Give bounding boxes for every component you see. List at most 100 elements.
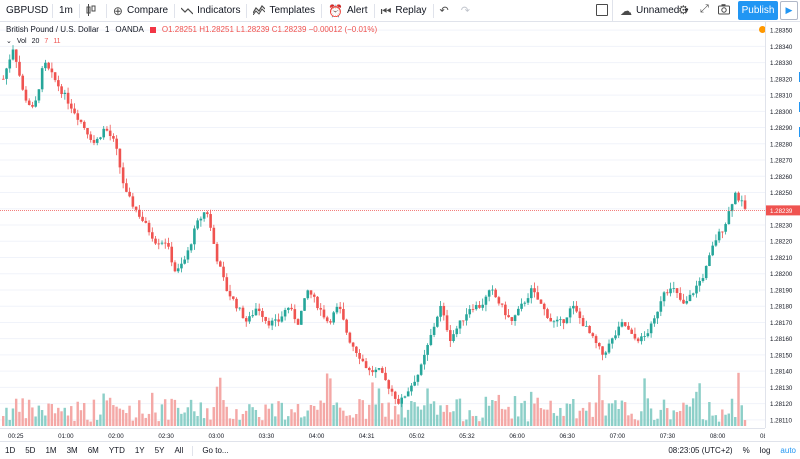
volume-bar: [235, 409, 238, 426]
volume-bar: [387, 402, 390, 426]
candle-body: [280, 316, 284, 322]
candle-body: [176, 268, 180, 272]
candle-body: [199, 218, 203, 221]
goto-button[interactable]: Go to...: [202, 446, 229, 455]
redo-button[interactable]: ↷: [455, 0, 476, 21]
indicators-icon: [180, 5, 194, 17]
candle-body: [358, 353, 361, 359]
replay-button[interactable]: ⏮ Replay: [375, 0, 433, 21]
volume-legend: ⌄ Vol 20 7 11: [6, 37, 61, 46]
time-axis[interactable]: 00:25 01:00 02:00 02:30 03:00 03:30 04:00 04:31…: [0, 428, 773, 441]
volume-bar: [717, 421, 721, 426]
gear-icon[interactable]: ⚙: [678, 3, 689, 17]
candle-body: [374, 369, 378, 373]
templates-button[interactable]: Templates: [247, 0, 321, 21]
candle-body: [591, 333, 595, 337]
percent-toggle[interactable]: %: [742, 446, 750, 455]
range-1m[interactable]: 1M: [45, 446, 57, 455]
auto-toggle[interactable]: auto: [780, 446, 796, 455]
candle-body: [620, 322, 624, 327]
divider: [246, 3, 248, 18]
last-price-label: 1.28239: [770, 208, 793, 215]
volume-bar: [377, 388, 381, 426]
range-all[interactable]: All: [174, 446, 184, 455]
volume-bar: [662, 399, 666, 426]
volume-bar: [264, 404, 267, 426]
candle-body: [37, 89, 41, 101]
price-tick-label: 1.28270: [770, 158, 793, 165]
play-icon[interactable]: ▶: [780, 1, 798, 20]
volume-bar: [656, 418, 659, 426]
candle-body: [646, 333, 650, 337]
range-5d[interactable]: 5D: [25, 446, 36, 455]
volume-bar: [701, 419, 705, 426]
candle-body: [458, 320, 462, 329]
last-price-tag: [766, 205, 800, 216]
volume-bar: [704, 420, 708, 426]
volume-bar: [63, 407, 66, 426]
price-tick-label: 1.28140: [770, 369, 793, 376]
notification-dot-icon[interactable]: [759, 26, 766, 33]
candle-body: [575, 305, 578, 312]
candle-body: [630, 329, 633, 334]
candle-body: [423, 354, 426, 365]
volume-bar: [50, 404, 54, 426]
volume-bar: [151, 392, 154, 426]
price-tick-label: 1.28280: [770, 141, 793, 148]
chart-style-button[interactable]: [80, 0, 106, 21]
candle-body: [578, 311, 582, 319]
volume-bar: [355, 413, 358, 426]
range-ytd[interactable]: YTD: [108, 446, 125, 455]
volume-bar: [610, 403, 614, 426]
price-axis[interactable]: 1.28350 1.28340 1.28330 1.28320 1.28310 1.283…: [765, 22, 800, 428]
candle-body: [474, 305, 478, 310]
volume-bar: [500, 408, 504, 426]
candle-body: [730, 204, 734, 212]
candle-body: [698, 280, 702, 286]
price-tick-label: 1.28220: [770, 239, 793, 246]
candle-body: [47, 62, 50, 69]
interval-button[interactable]: 1m: [53, 0, 79, 21]
expand-icon[interactable]: ⤢: [700, 3, 709, 15]
publish-button[interactable]: Publish: [738, 1, 778, 20]
volume-bar: [121, 409, 125, 426]
templates-label: Templates: [269, 5, 316, 16]
log-toggle[interactable]: log: [759, 446, 771, 455]
collapse-chevron-icon[interactable]: ⌄: [6, 38, 12, 45]
layout-name-button[interactable]: ☁ Unnamed ▾: [614, 0, 694, 21]
range-1y[interactable]: 1Y: [134, 446, 145, 455]
compare-button[interactable]: ⊕ Compare: [107, 0, 174, 21]
candle-body: [465, 314, 468, 321]
candle-body: [504, 304, 507, 316]
volume-bar: [293, 412, 296, 426]
volume-bar: [306, 410, 309, 426]
symbol-search[interactable]: GBPUSD: [0, 0, 52, 21]
volume-bar: [484, 396, 488, 426]
camera-icon[interactable]: [718, 3, 730, 15]
volume-bar: [322, 402, 326, 426]
range-3m[interactable]: 3M: [66, 446, 78, 455]
candle-body: [118, 148, 122, 168]
symbol-title: British Pound / U.S. Dollar: [6, 25, 99, 34]
range-1d[interactable]: 1D: [5, 446, 16, 455]
candle-body: [141, 216, 144, 221]
alert-button[interactable]: ⏰ Alert: [322, 0, 374, 21]
volume-bar: [552, 413, 556, 426]
layout-name-label: Unnamed: [636, 5, 680, 16]
range-5y[interactable]: 5Y: [154, 446, 165, 455]
volume-bar: [287, 416, 290, 426]
fullscreen-layout-icon[interactable]: [596, 4, 608, 16]
chart-pane[interactable]: [0, 22, 765, 428]
candle-body: [704, 265, 708, 279]
candlestick-chart[interactable]: [0, 22, 765, 428]
volume-bar: [183, 412, 186, 426]
volume-bar: [303, 416, 306, 426]
volume-bar: [568, 404, 572, 426]
candle-body: [24, 89, 28, 101]
indicators-button[interactable]: Indicators: [175, 0, 246, 21]
range-6m[interactable]: 6M: [87, 446, 99, 455]
candle-body: [290, 307, 293, 310]
volume-bar: [695, 391, 698, 426]
candle-body: [636, 338, 640, 342]
undo-button[interactable]: ↶: [434, 0, 455, 21]
